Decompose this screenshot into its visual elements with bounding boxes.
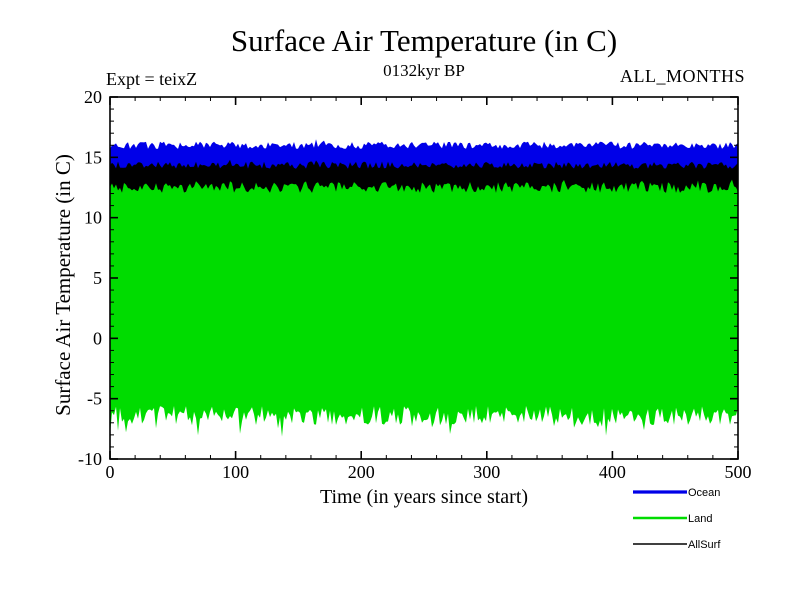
y-tick-label: 5 — [93, 268, 102, 288]
y-tick-label: 15 — [84, 147, 102, 167]
legend-entry-allsurf: AllSurf — [633, 539, 721, 551]
x-axis-label: Time (in years since start) — [319, 486, 529, 508]
y-tick-label: 0 — [93, 328, 102, 348]
legend-entry-ocean: Ocean — [633, 487, 720, 499]
experiment-label: Expt = teixZ — [106, 69, 198, 89]
x-tick-label: 300 — [473, 462, 500, 482]
y-tick-label: -5 — [87, 389, 102, 409]
chart-title: Surface Air Temperature (in C) — [230, 23, 618, 58]
chart-subtitle: 0132kyr BP — [383, 61, 465, 80]
months-label: ALL_MONTHS — [620, 66, 745, 86]
x-tick-label: 200 — [348, 462, 375, 482]
y-tick-label: 20 — [84, 87, 102, 107]
x-tick-label: 400 — [599, 462, 626, 482]
series-band-land — [110, 179, 738, 437]
y-axis-label: Surface Air Temperature (in C) — [51, 154, 75, 416]
x-tick-label: 500 — [725, 462, 752, 482]
x-tick-label: 100 — [222, 462, 249, 482]
legend-label: AllSurf — [688, 539, 721, 551]
series-band-ocean — [110, 139, 738, 175]
y-tick-label: -10 — [78, 449, 102, 469]
legend-label: Ocean — [688, 487, 720, 499]
legend-label: Land — [688, 513, 712, 525]
y-tick-label: 10 — [84, 208, 102, 228]
x-tick-label: 0 — [106, 462, 115, 482]
legend-entry-land: Land — [633, 513, 712, 525]
